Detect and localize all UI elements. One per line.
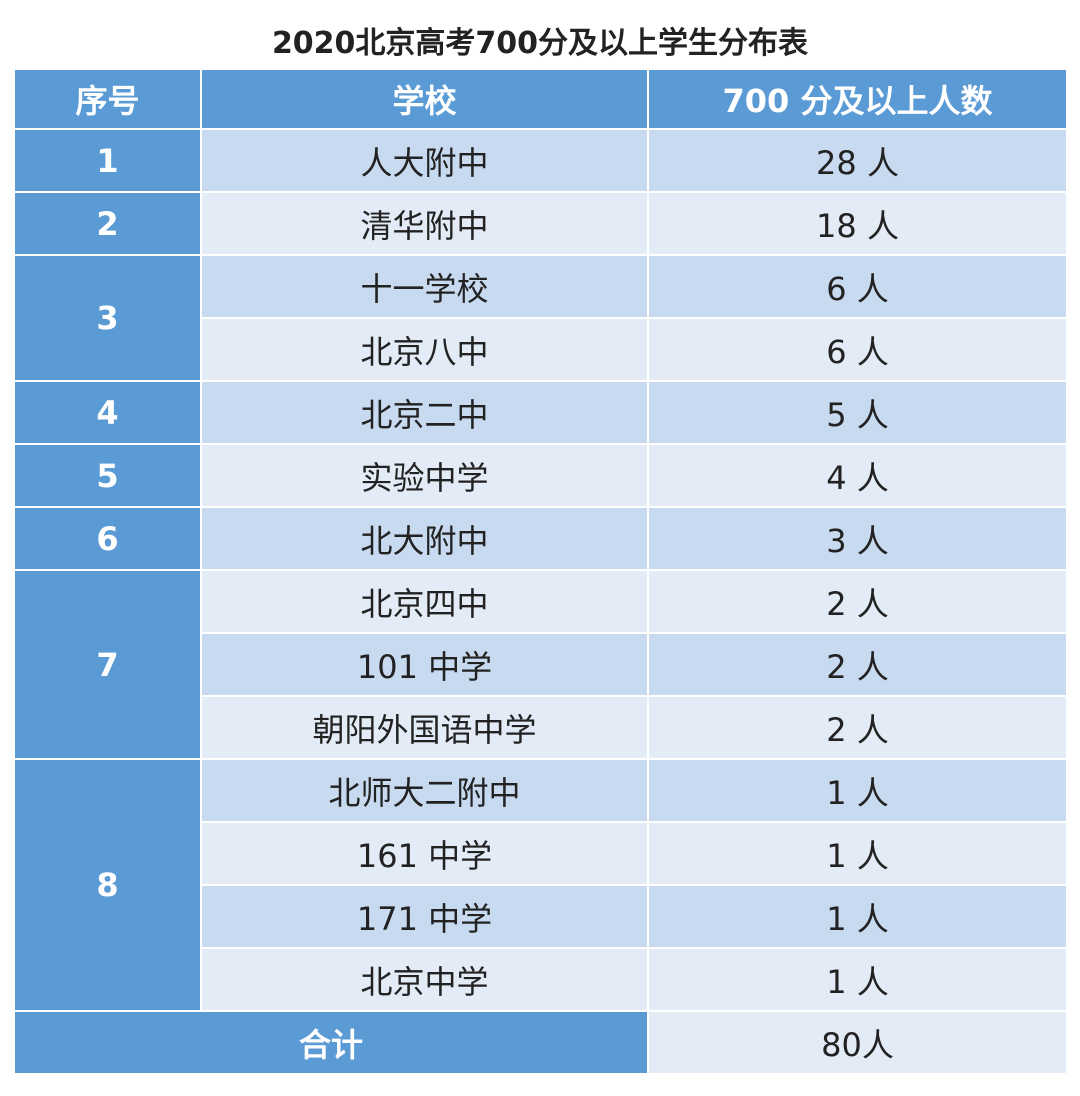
rank-cell: 6: [13, 506, 202, 571]
header-cell: 700 分及以上人数: [647, 68, 1068, 130]
school-cell: 朝阳外国语中学: [200, 695, 649, 760]
rank-cell: 8: [13, 758, 202, 1012]
count-cell: 6 人: [647, 317, 1068, 382]
count-cell: 18 人: [647, 191, 1068, 256]
rank-cell: 7: [13, 569, 202, 760]
title: 2020北京高考700分及以上学生分布表: [271, 26, 809, 61]
table: 序号 学校 700 分及以上人数 1 人大附中 28 人 2 清华附中 18 人 3 十一学校 6 …: [13, 68, 1068, 1075]
table-body: 1 人大附中 28 人 2 清华附中 18 人 3 十一学校 6 人北京八中 6 人 4 北京二中 5 …: [13, 128, 1068, 1075]
table-row: 北京八中 6 人: [14, 317, 1068, 382]
school-cell: 北师大二附中: [200, 758, 649, 823]
table-row: 7 北京四中 2 人: [13, 569, 1068, 760]
table-row: 1 人大附中 28 人: [13, 128, 1068, 193]
count-cell: 6 人: [647, 254, 1068, 319]
school-cell: 人大附中: [200, 128, 649, 193]
rank-cell: 2: [13, 191, 202, 256]
school-cell: 北京四中: [200, 569, 649, 634]
header-row: 序号 学校 700 分及以上人数: [13, 68, 1068, 130]
rank-cell: 1: [13, 128, 202, 193]
school-cell: 北京二中: [200, 380, 649, 445]
rank-cell: 3: [13, 254, 202, 382]
table-row: 北京中学 1 人: [14, 947, 1068, 1012]
total-value: 80人: [647, 1010, 1068, 1075]
count-cell: 2 人: [647, 695, 1068, 760]
school-cell: 北京八中: [200, 317, 649, 382]
school-cell: 实验中学: [200, 443, 649, 508]
school-cell: 171 中学: [200, 884, 649, 949]
rank-cell: 4: [13, 380, 202, 445]
total-row: 合计 80人: [13, 1010, 1068, 1075]
school-cell: 101 中学: [200, 632, 649, 697]
table-row: 161 中学 1 人: [14, 821, 1068, 886]
count-cell: 28 人: [647, 128, 1068, 193]
table-row: 朝阳外国语中学 2 人: [14, 695, 1068, 760]
count-cell: 1 人: [647, 758, 1068, 823]
school-cell: 北大附中: [200, 506, 649, 571]
school-cell: 清华附中: [200, 191, 649, 256]
count-cell: 2 人: [647, 632, 1068, 697]
count-cell: 1 人: [647, 884, 1068, 949]
table-row: 4 北京二中 5 人: [13, 380, 1068, 445]
table-row: 5 实验中学 4 人: [13, 443, 1068, 508]
count-cell: 1 人: [647, 947, 1068, 1012]
count-cell: 3 人: [647, 506, 1068, 571]
header-cell: 序号: [13, 68, 202, 130]
table-row: 3 十一学校 6 人: [13, 254, 1068, 382]
rank-cell: 5: [13, 443, 202, 508]
total-label: 合计: [13, 1010, 649, 1075]
count-cell: 2 人: [647, 569, 1068, 634]
header-cell: 学校: [200, 68, 649, 130]
school-cell: 十一学校: [200, 254, 649, 319]
school-cell: 北京中学: [200, 947, 649, 1012]
count-cell: 5 人: [647, 380, 1068, 445]
table-row: 2 清华附中 18 人: [13, 191, 1068, 256]
table-row: 8 北师大二附中 1 人: [13, 758, 1068, 1012]
count-cell: 4 人: [647, 443, 1068, 508]
table-row: 171 中学 1 人: [14, 884, 1068, 949]
count-cell: 1 人: [647, 821, 1068, 886]
table-row: 6 北大附中 3 人: [13, 506, 1068, 571]
school-cell: 161 中学: [200, 821, 649, 886]
table-row: 101 中学 2 人: [14, 632, 1068, 697]
